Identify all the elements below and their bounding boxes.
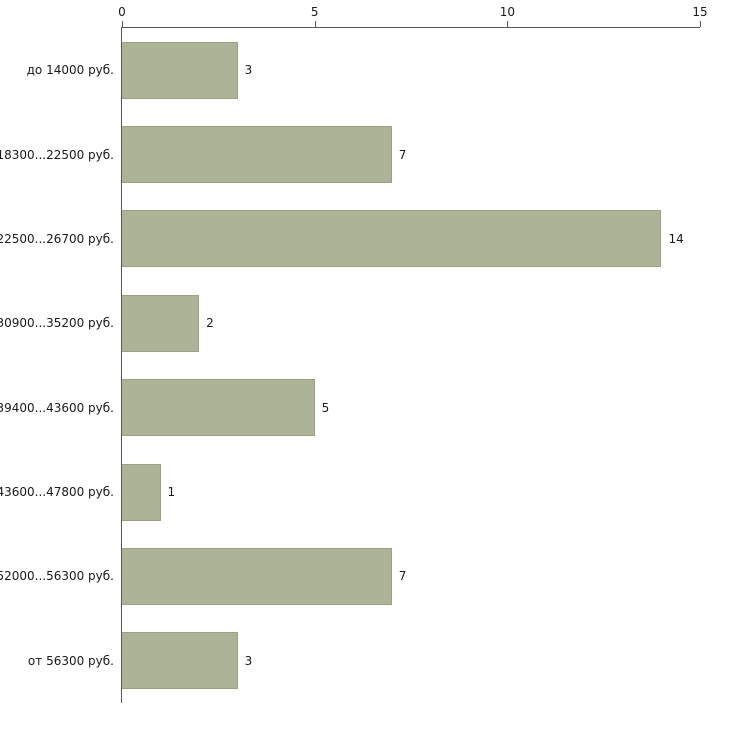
x-tick-mark: [507, 21, 509, 27]
bar: [122, 210, 662, 268]
value-label: 1: [167, 485, 176, 500]
category-label: от 56300 руб.: [27, 653, 114, 668]
bar-row: 39400...43600 руб. 5: [0, 366, 700, 450]
value-label: 7: [398, 569, 407, 584]
x-tick-label: 0: [118, 5, 126, 19]
bar: [122, 547, 392, 605]
value-label: 5: [321, 400, 330, 415]
value-label: 7: [398, 147, 407, 162]
x-tick-label: 15: [692, 5, 708, 19]
x-tick-label: 5: [310, 5, 319, 19]
value-label: 14: [668, 231, 684, 246]
bar-row: от 56300 руб. 3: [28, 619, 700, 703]
bar: [122, 632, 238, 690]
bar: [122, 463, 161, 521]
category-label: 39400...43600 руб.: [0, 400, 114, 415]
category-label: 52000...56300 руб.: [0, 569, 114, 584]
bar-row: до 14000 руб. 3: [27, 28, 700, 112]
bar: [122, 41, 238, 99]
category-label: 18300...22500 руб.: [0, 147, 114, 162]
bar-row: 22500...26700 руб. 14: [0, 197, 700, 281]
plot-area: 0 5 10 15 до 14000 руб. 3 18300...22500 руб. 7…: [0, 5, 708, 703]
x-tick-mark: [314, 21, 316, 27]
bar: [122, 379, 315, 437]
bar: [122, 294, 200, 352]
bar-rows: до 14000 руб. 3 18300...22500 руб. 7 22500..…: [0, 28, 700, 703]
bar-row: 18300...22500 руб. 7: [0, 112, 700, 196]
category-label: 30900...35200 руб.: [0, 316, 114, 331]
x-tick-mark: [122, 21, 123, 27]
category-label: 43600...47800 руб.: [0, 485, 114, 500]
x-tick-mark: [700, 21, 701, 27]
value-label: 3: [244, 63, 253, 78]
bar-row: 52000...56300 руб. 7: [0, 534, 700, 618]
value-label: 3: [244, 653, 253, 668]
bar: [122, 126, 392, 184]
value-label: 2: [206, 316, 214, 331]
bar-row: 30900...35200 руб. 2: [0, 281, 700, 365]
category-label: 22500...26700 руб.: [0, 231, 114, 246]
bar-row: 43600...47800 руб. 1: [0, 450, 700, 534]
x-tick-label: 10: [499, 5, 515, 19]
category-label: до 14000 руб.: [26, 63, 114, 78]
